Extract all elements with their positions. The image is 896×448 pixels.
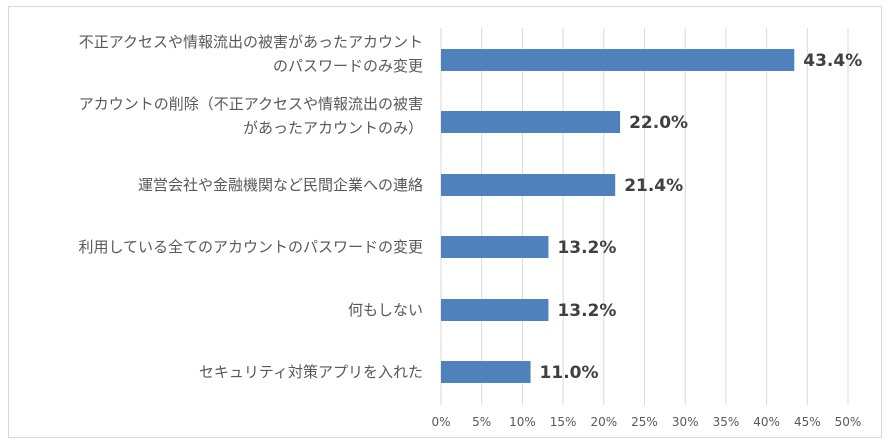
x-tick-label: 5% [472,415,491,429]
x-tick-label: 50% [835,415,862,429]
category-label-line: 運営会社や金融機関など民間企業への連絡 [138,176,423,194]
bar [441,174,616,196]
data-label: 11.0% [540,363,599,383]
x-tick-label: 15% [550,415,577,429]
category-label: セキュリティ対策アプリを入れた [199,363,423,381]
data-label: 13.2% [557,238,616,258]
bar [441,49,795,71]
data-label: 21.4% [624,176,683,196]
category-label-line: セキュリティ対策アプリを入れた [199,363,423,381]
data-label: 43.4% [803,51,862,71]
data-label: 22.0% [629,113,688,133]
x-tick-label: 35% [713,415,740,429]
x-tick-label: 30% [672,415,699,429]
category-label-line: アカウントの削除（不正アクセスや情報流出の被害 [79,95,423,113]
category-label-line: があったアカウントのみ） [243,119,423,137]
category-label: 利用している全てのアカウントのパスワードの変更 [78,238,423,256]
x-tick-label: 25% [631,415,658,429]
category-label-line: 不正アクセスや情報流出の被害があったアカウント [79,33,423,51]
category-label-line: のパスワードのみ変更 [273,57,423,75]
category-label: 何もしない [348,301,423,319]
x-tick-label: 20% [590,415,617,429]
x-tick-label: 0% [431,415,450,429]
x-tick-label: 40% [753,415,780,429]
category-label: アカウントの削除（不正アクセスや情報流出の被害があったアカウントのみ） [79,95,423,137]
category-label: 不正アクセスや情報流出の被害があったアカウントのパスワードのみ変更 [79,33,423,75]
bar [441,361,531,383]
category-label-line: 利用している全てのアカウントのパスワードの変更 [78,238,423,256]
x-tick-label: 45% [794,415,821,429]
x-tick-label: 10% [509,415,536,429]
bar [441,236,549,258]
category-label: 運営会社や金融機関など民間企業への連絡 [138,176,423,194]
bar [441,111,621,133]
bar [441,299,549,321]
category-label-line: 何もしない [348,301,423,319]
data-label: 13.2% [557,301,616,321]
